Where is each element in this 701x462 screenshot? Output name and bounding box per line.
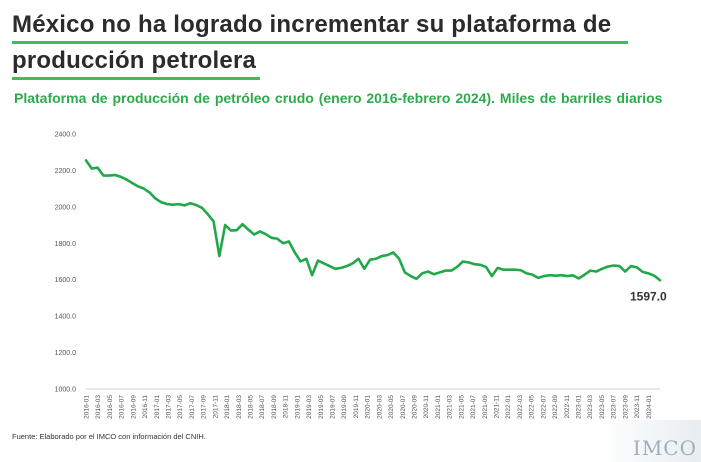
y-tick-label: 2200.0	[55, 168, 77, 175]
x-tick-label: 2023-11	[634, 395, 641, 419]
y-tick-label: 2400.0	[55, 132, 77, 139]
page-title: México no ha logrado incrementar su plat…	[12, 8, 692, 80]
x-axis: 2016-01 2016-03 2016-05 2016-07 2016-09 2016-…	[84, 388, 660, 419]
production-line-chart: 1000.0 1200.0 1400.0 1600.0 1800.0 2000.0 2200…	[55, 132, 667, 419]
x-tick-label: 2019-11	[353, 395, 360, 419]
x-tick-label: 2016-01	[84, 395, 91, 419]
x-tick-label: 2017-09	[201, 395, 208, 419]
imco-logo: IMCO	[632, 436, 697, 460]
x-tick-label: 2019-05	[318, 395, 325, 419]
title-line-1: México no ha logrado incrementar su plat…	[12, 8, 628, 44]
x-tick-label: 2022-03	[517, 395, 524, 419]
x-tick-label: 2019-07	[330, 395, 337, 419]
x-tick-label: 2023-09	[622, 395, 629, 419]
last-value-label: 1597.0	[630, 289, 667, 303]
x-tick-label: 2022-09	[552, 395, 559, 419]
x-tick-label: 2017-07	[189, 395, 196, 419]
y-tick-label: 1400.0	[55, 314, 77, 321]
x-tick-label: 2021-11	[494, 395, 501, 419]
x-tick-label: 2022-11	[564, 395, 571, 419]
x-tick-label: 2018-07	[259, 395, 266, 419]
logo-band	[600, 420, 701, 462]
source-note: Fuente: Elaborado por el IMCO con inform…	[12, 432, 206, 441]
x-tick-label: 2016-05	[107, 395, 114, 419]
x-tick-label: 2019-09	[341, 395, 348, 419]
y-tick-label: 1800.0	[55, 241, 77, 248]
x-tick-label: 2018-01	[224, 395, 231, 419]
chart-subtitle: Plataforma de producción de petróleo cru…	[14, 90, 663, 106]
x-tick-label: 2023-01	[576, 395, 583, 419]
y-tick-label: 2000.0	[55, 204, 77, 211]
x-tick-label: 2021-09	[482, 395, 489, 419]
series-line	[84, 159, 662, 282]
y-axis: 1000.0 1200.0 1400.0 1600.0 1800.0 2000.0 2200…	[55, 132, 77, 394]
x-tick-label: 2018-03	[236, 395, 243, 419]
x-tick-label: 2017-01	[154, 395, 161, 419]
x-tick-label: 2020-03	[376, 395, 383, 419]
x-tick-label: 2022-07	[540, 395, 547, 419]
x-tick-label: 2018-09	[271, 395, 278, 419]
x-tick-label: 2020-05	[388, 395, 395, 419]
x-tick-label: 2020-09	[412, 395, 419, 419]
x-tick-label: 2020-11	[423, 395, 430, 419]
x-tick-label: 2016-09	[130, 395, 137, 419]
x-tick-label: 2022-05	[529, 395, 536, 419]
x-tick-label: 2019-01	[294, 395, 301, 419]
x-tick-label: 2018-05	[248, 395, 255, 419]
x-tick-label: 2016-03	[95, 395, 102, 419]
x-tick-label: 2024-01	[646, 395, 653, 419]
x-tick-label: 2016-07	[119, 395, 126, 419]
x-tick-label: 2023-03	[587, 395, 594, 419]
x-tick-label: 2021-05	[458, 395, 465, 419]
x-tick-label: 2023-05	[599, 395, 606, 419]
x-tick-label: 2022-01	[505, 395, 512, 419]
x-tick-label: 2020-01	[365, 395, 372, 419]
y-tick-label: 1000.0	[55, 387, 77, 394]
title-line-2: producción petrolera	[12, 44, 261, 80]
x-tick-label: 2023-07	[611, 395, 618, 419]
x-tick-label: 2019-03	[306, 395, 313, 419]
x-tick-label: 2021-01	[435, 395, 442, 419]
x-tick-label: 2020-07	[400, 395, 407, 419]
y-tick-label: 1600.0	[55, 277, 77, 284]
x-tick-label: 2016-11	[142, 395, 149, 419]
y-tick-label: 1200.0	[55, 350, 77, 357]
x-tick-label: 2021-03	[447, 395, 454, 419]
x-tick-label: 2017-03	[166, 395, 173, 419]
x-tick-label: 2018-11	[283, 395, 290, 419]
x-tick-label: 2021-07	[470, 395, 477, 419]
x-tick-label: 2017-11	[212, 395, 219, 419]
x-tick-label: 2017-05	[177, 395, 184, 419]
